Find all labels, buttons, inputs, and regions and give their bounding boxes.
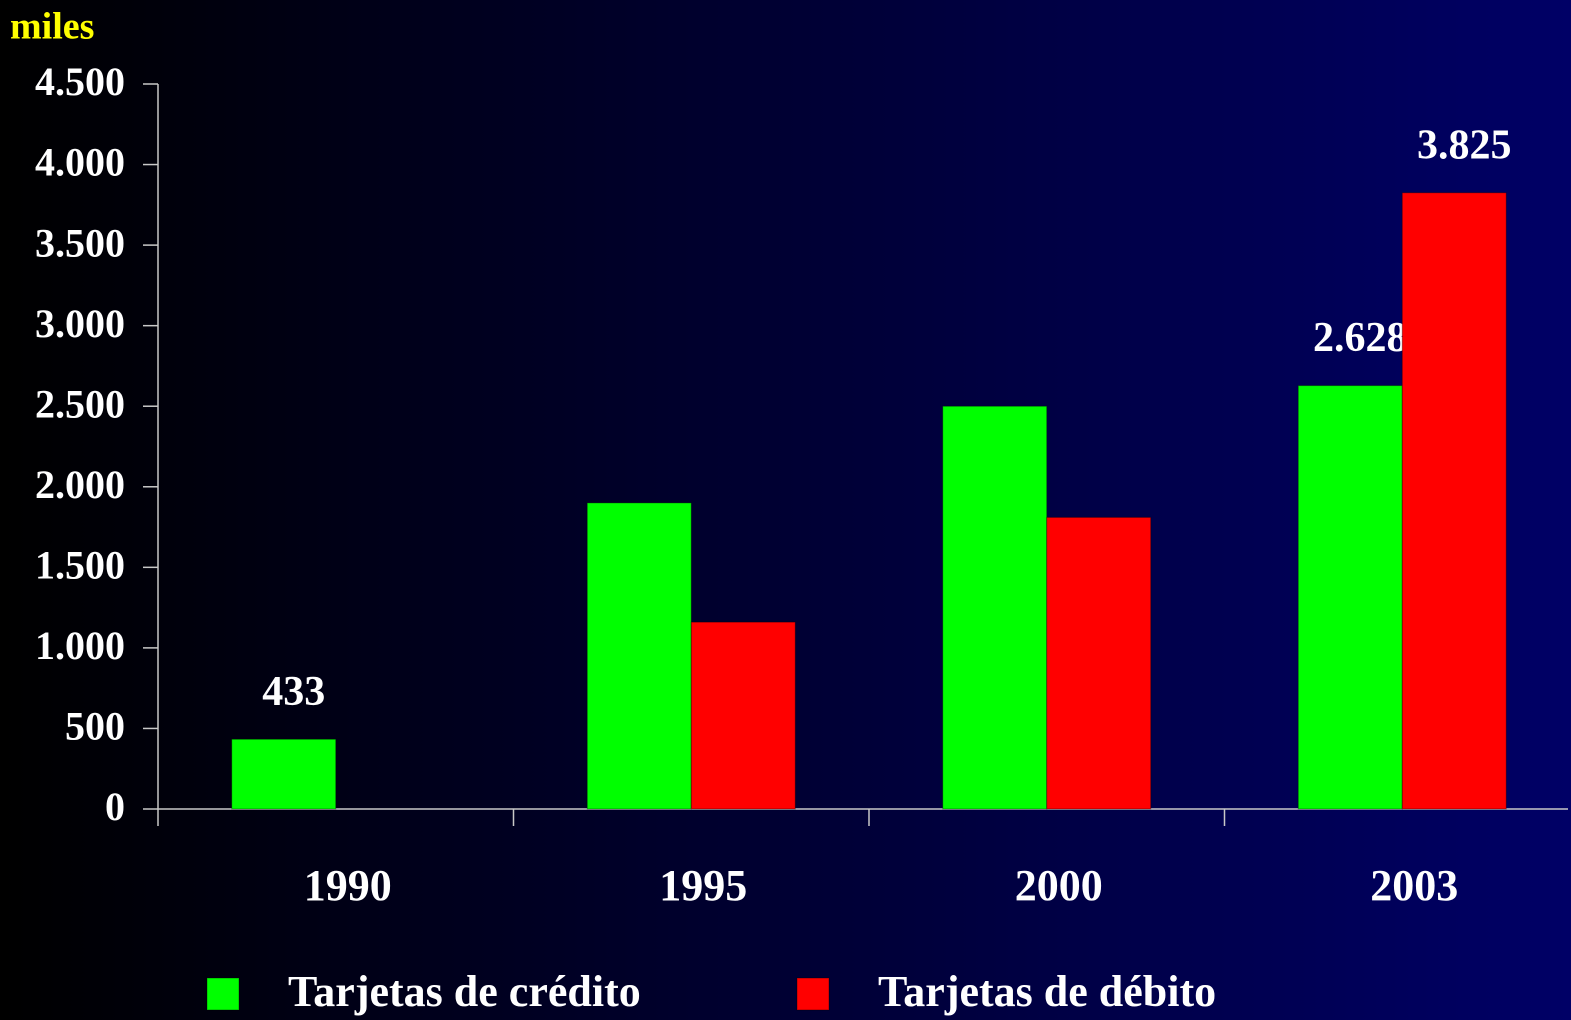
- bar: [1297, 385, 1403, 810]
- x-tick-label: 1995: [659, 861, 747, 910]
- y-tick-label: 0: [105, 784, 125, 829]
- y-tick-label: 1.500: [35, 543, 125, 588]
- value-label: 433: [262, 669, 325, 715]
- y-tick-label: 3.500: [35, 220, 125, 265]
- legend-label: Tarjetas de débito: [878, 967, 1216, 1016]
- bar: [690, 621, 796, 810]
- y-axis-label: miles: [10, 6, 94, 48]
- legend-swatch: [206, 977, 240, 1011]
- y-tick-label: 2.500: [35, 381, 125, 426]
- x-tick-label: 2000: [1015, 861, 1103, 910]
- y-tick-label: 3.000: [35, 301, 125, 346]
- bar: [231, 738, 337, 810]
- x-tick-label: 2003: [1370, 861, 1458, 910]
- legend-swatch: [796, 977, 830, 1011]
- legend-label: Tarjetas de crédito: [288, 967, 641, 1016]
- value-label: 2.628: [1313, 315, 1408, 361]
- value-label: 3.825: [1417, 122, 1512, 168]
- bar: [586, 502, 692, 810]
- bar: [942, 405, 1048, 810]
- bar: [1401, 192, 1507, 810]
- bar: [1046, 516, 1152, 810]
- y-tick-label: 4.500: [35, 59, 125, 104]
- y-tick-label: 1.000: [35, 623, 125, 668]
- x-tick-label: 1990: [304, 861, 392, 910]
- y-tick-label: 2.000: [35, 462, 125, 507]
- y-tick-label: 4.000: [35, 140, 125, 185]
- y-tick-label: 500: [65, 704, 125, 749]
